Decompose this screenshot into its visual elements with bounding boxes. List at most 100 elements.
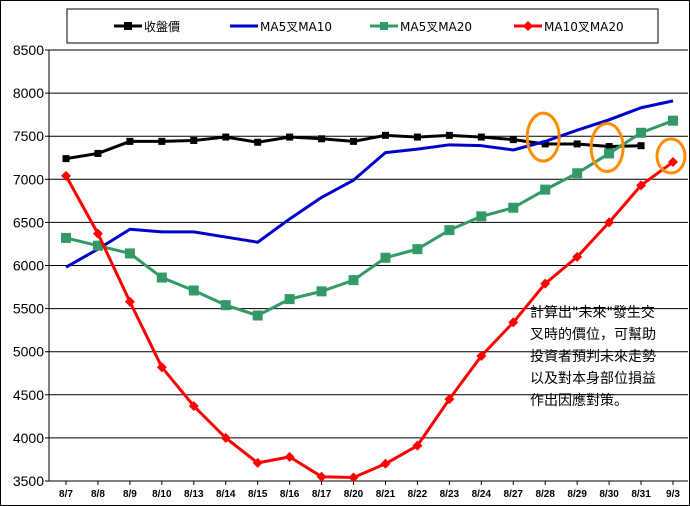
data-point bbox=[188, 401, 199, 412]
y-axis: 3500 4000 4500 5000 5500 6000 6500 7000 7500 8000… bbox=[13, 42, 50, 489]
legend: 收盤價 MA5叉MA10 MA5叉MA20 MA10叉MA20 bbox=[66, 8, 659, 44]
y-tick-label: 6000 bbox=[13, 258, 44, 274]
x-tick-label: 8/15 bbox=[248, 489, 268, 500]
data-point bbox=[541, 140, 549, 148]
series-0 bbox=[62, 131, 645, 163]
series-line bbox=[64, 160, 674, 480]
data-point bbox=[604, 148, 615, 159]
data-point bbox=[605, 143, 613, 151]
data-point bbox=[380, 252, 391, 263]
data-point bbox=[380, 22, 388, 30]
x-tick-label: 9/3 bbox=[666, 489, 680, 500]
data-point bbox=[62, 155, 70, 163]
legend-entry: 收盤價 bbox=[144, 20, 180, 34]
y-tick-label: 6500 bbox=[13, 214, 44, 230]
data-point bbox=[252, 457, 263, 468]
x-tick-label: 8/24 bbox=[472, 489, 492, 500]
y-tick-label: 5000 bbox=[13, 344, 44, 360]
legend-entry: MA10叉MA20 bbox=[544, 20, 624, 34]
series-lines bbox=[61, 99, 678, 483]
series-line bbox=[65, 119, 674, 317]
data-point bbox=[316, 286, 327, 297]
y-tick-label: 7000 bbox=[13, 171, 44, 187]
x-tick-label: 8/22 bbox=[408, 489, 428, 500]
x-tick-label: 8/9 bbox=[123, 489, 137, 500]
x-tick-label: 8/8 bbox=[91, 489, 105, 500]
y-tick-label: 5500 bbox=[13, 301, 44, 317]
data-point bbox=[284, 294, 295, 305]
data-point bbox=[637, 142, 645, 150]
data-point bbox=[252, 310, 263, 321]
data-point bbox=[540, 278, 551, 289]
data-point bbox=[286, 133, 294, 141]
annotation-line: 以及對本身部位損益 bbox=[530, 371, 656, 387]
data-point bbox=[604, 217, 615, 228]
data-point bbox=[124, 248, 135, 259]
annotation-line: 投資者預判未來走勢 bbox=[530, 349, 656, 365]
series-1 bbox=[65, 99, 674, 269]
highlight-ring bbox=[655, 137, 687, 175]
legend-box bbox=[66, 8, 659, 44]
data-point bbox=[156, 272, 167, 283]
series-2 bbox=[61, 115, 678, 321]
data-point bbox=[444, 394, 455, 405]
y-tick-label: 4500 bbox=[13, 387, 44, 403]
data-point bbox=[413, 133, 421, 141]
y-tick-label: 7500 bbox=[13, 128, 44, 144]
data-point bbox=[94, 149, 102, 157]
series-3 bbox=[61, 157, 678, 483]
x-tick-label: 8/27 bbox=[504, 489, 524, 500]
data-point bbox=[444, 225, 455, 236]
data-point bbox=[523, 21, 533, 31]
data-point bbox=[476, 211, 487, 222]
annotation: 計算出"未來"發生交叉時的價位，可幫助投資者預判未來走勢以及對本身部位損益作出因… bbox=[530, 304, 656, 409]
x-tick-label: 8/17 bbox=[312, 489, 332, 500]
x-axis: 8/7 8/8 8/9 8/10 8/13 8/14 8/15 8/16 8/17 8/20 8/2… bbox=[49, 480, 688, 500]
data-point bbox=[126, 137, 134, 145]
x-tick-label: 8/21 bbox=[376, 489, 396, 500]
data-point bbox=[636, 127, 647, 138]
annotation-line: 叉時的價位，可幫助 bbox=[530, 326, 656, 343]
y-tick-label: 8000 bbox=[13, 85, 44, 101]
data-point bbox=[124, 296, 135, 307]
data-point bbox=[158, 137, 166, 145]
data-point bbox=[348, 275, 359, 286]
series-line bbox=[65, 99, 674, 269]
x-tick-label: 8/30 bbox=[599, 489, 619, 500]
highlight-circles bbox=[525, 111, 687, 175]
annotation-line: 作出因應對策。 bbox=[530, 392, 628, 409]
x-tick-label: 8/31 bbox=[631, 489, 651, 500]
data-point bbox=[508, 202, 519, 213]
data-point bbox=[318, 135, 326, 143]
data-point bbox=[508, 317, 519, 328]
data-point bbox=[573, 140, 581, 148]
x-tick-label: 8/23 bbox=[440, 489, 460, 500]
data-point bbox=[190, 137, 198, 145]
data-point bbox=[284, 451, 295, 462]
data-point bbox=[222, 133, 230, 141]
x-tick-label: 8/29 bbox=[567, 489, 587, 500]
data-point bbox=[445, 131, 453, 139]
data-point bbox=[124, 22, 132, 30]
data-point bbox=[572, 168, 583, 179]
data-point bbox=[92, 228, 103, 239]
x-tick-label: 8/28 bbox=[535, 489, 555, 500]
legend-entry: MA5叉MA20 bbox=[400, 20, 472, 34]
y-tick-label: 3500 bbox=[13, 473, 44, 489]
data-point bbox=[477, 133, 485, 141]
x-tick-label: 8/16 bbox=[280, 489, 300, 500]
data-point bbox=[540, 184, 551, 195]
data-point bbox=[636, 180, 647, 191]
x-tick-label: 8/7 bbox=[59, 489, 73, 500]
data-point bbox=[350, 137, 358, 145]
x-tick-label: 8/10 bbox=[152, 489, 172, 500]
data-point bbox=[381, 131, 389, 139]
data-point bbox=[412, 440, 423, 451]
y-tick-label: 8500 bbox=[13, 42, 44, 58]
x-tick-label: 8/13 bbox=[184, 489, 204, 500]
data-point bbox=[348, 472, 359, 483]
data-point bbox=[509, 136, 517, 144]
